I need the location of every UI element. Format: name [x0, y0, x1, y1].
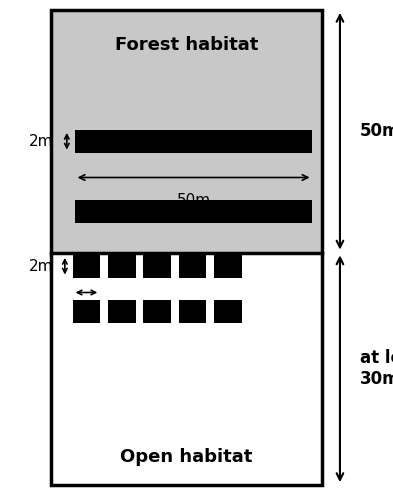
Text: 2m: 2m [29, 259, 53, 274]
Bar [73, 255, 100, 278]
Bar [179, 255, 206, 278]
Bar [214, 255, 242, 278]
Text: 50m: 50m [360, 122, 393, 140]
Bar [75, 200, 312, 222]
Text: 2m: 2m [29, 134, 53, 149]
Bar [108, 300, 136, 322]
Bar [73, 300, 100, 322]
Text: Open habitat: Open habitat [121, 448, 253, 466]
Text: Forest habitat: Forest habitat [115, 36, 258, 54]
Bar [51, 10, 322, 252]
Bar [51, 10, 322, 485]
Text: at least
30m: at least 30m [360, 350, 393, 388]
Bar [108, 255, 136, 278]
Text: 2m: 2m [75, 305, 97, 319]
Bar [143, 255, 171, 278]
Bar [214, 300, 242, 322]
Text: 50m: 50m [176, 192, 211, 208]
Bar [143, 300, 171, 322]
Bar [179, 300, 206, 322]
Bar [75, 130, 312, 152]
